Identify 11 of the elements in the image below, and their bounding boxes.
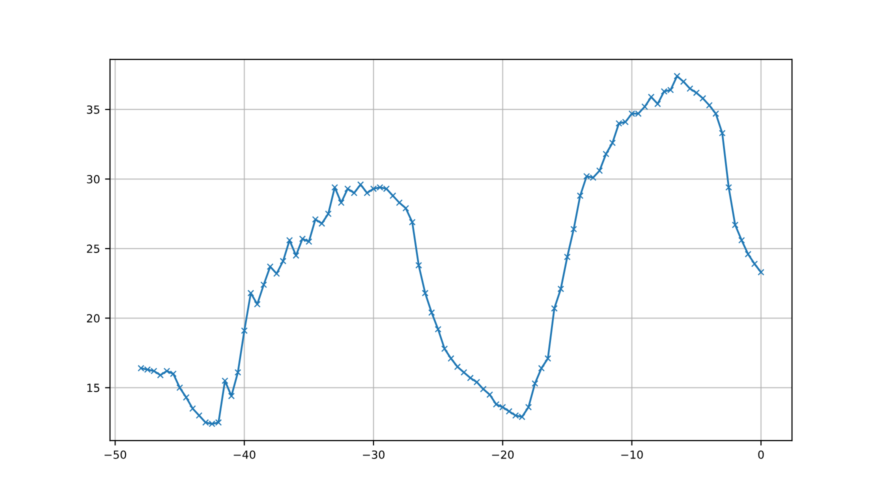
x-tick-label: −30 [362,450,384,459]
x-tick-label: −10 [621,450,643,459]
y-tick-label: 30 [86,175,100,184]
x-tick-label: −40 [234,450,256,459]
y-tick-label: 25 [86,244,100,253]
x-tick-label: 0 [758,450,764,459]
x-tick-label: −20 [492,450,514,459]
y-tick-label: 35 [86,105,100,114]
x-tick-label: −50 [104,450,126,459]
y-tick-label: 15 [87,384,100,392]
y-tick-label: 20 [86,314,100,323]
